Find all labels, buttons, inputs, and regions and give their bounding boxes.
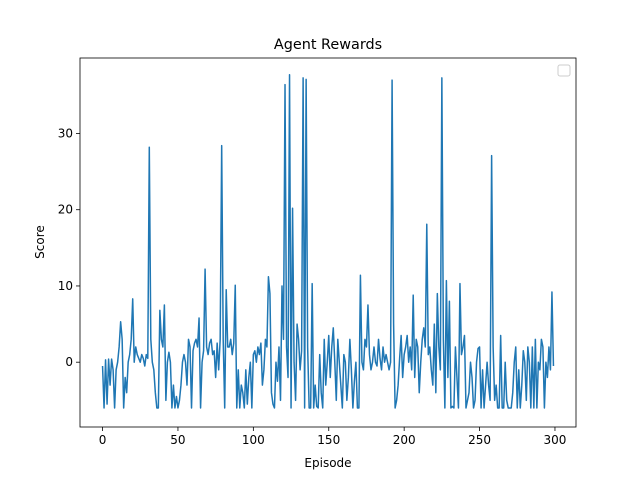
x-axis-label: Episode	[304, 456, 351, 470]
x-tick-label: 100	[242, 433, 265, 447]
x-tick-label: 150	[317, 433, 340, 447]
plot-area: 0 50 100 150 200 250 300 0 10 20 30	[58, 74, 567, 447]
y-tick-label: 0	[65, 355, 73, 369]
y-tick-label: 30	[58, 126, 73, 140]
y-tick-label: 20	[58, 203, 73, 217]
x-tick-label: 250	[468, 433, 491, 447]
line-series	[101, 74, 555, 409]
x-tick-label: 200	[393, 433, 416, 447]
x-tick-label: 0	[99, 433, 107, 447]
axes-frame	[79, 57, 577, 428]
x-tick-label: 300	[544, 433, 567, 447]
legend-box	[557, 64, 571, 77]
y-axis-label: Score	[33, 225, 47, 259]
x-tick-label: 50	[170, 433, 185, 447]
chart-title: Agent Rewards	[274, 37, 382, 53]
y-tick-label: 10	[58, 279, 73, 293]
